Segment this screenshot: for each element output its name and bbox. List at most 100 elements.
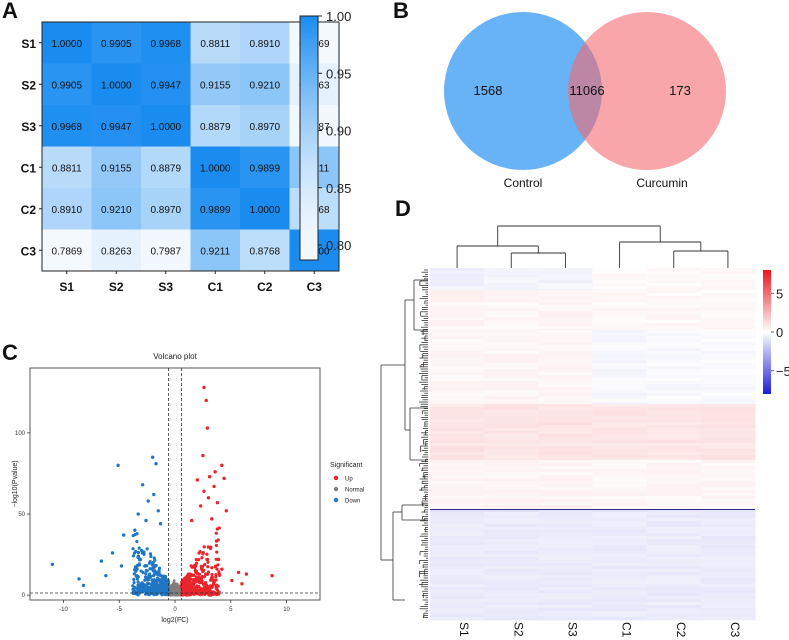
heatmap-d-cell: [484, 437, 539, 441]
heatmap-d-cell: [700, 360, 756, 364]
heatmap-d-cell: [430, 533, 485, 537]
heatmap-d-cell: [430, 554, 485, 558]
heatmap-d-cell: [538, 413, 594, 417]
heatmap-d-cell: [646, 440, 702, 444]
heatmap-d-cell: [484, 509, 539, 513]
heatmap-d-cell: [538, 548, 594, 552]
heatmap-d-cell: [484, 614, 539, 618]
heatmap-d-cell: [592, 530, 648, 534]
heatmap-d-cell: [592, 410, 648, 414]
volcano-point-down: [135, 539, 139, 544]
heatmap-d-cell: [592, 569, 648, 573]
heatmap-d-cell: [430, 469, 485, 473]
heatmap-d-cell: [484, 363, 539, 367]
heatmap-d-cell: [700, 314, 756, 318]
heatmap-d-cell: [430, 443, 485, 447]
heatmap-d-cell: [430, 509, 485, 513]
volcano-point-up: [202, 545, 206, 549]
volcano-point-up: [214, 578, 218, 582]
heatmap-d-cell: [646, 302, 702, 306]
venn-curcumin-only: 173: [669, 83, 691, 98]
heatmap-d-cell: [538, 274, 594, 278]
volcano-point-down: [139, 569, 143, 573]
heatmap-a-value: 0.9155: [200, 80, 231, 91]
heatmap-d-cell: [430, 437, 485, 441]
volcano-point-down: [136, 512, 140, 516]
heatmap-d-cell: [538, 602, 594, 606]
heatmap-a-value: 0.9968: [51, 122, 82, 133]
heatmap-d-cell: [592, 330, 648, 334]
heatmap-d-cell: [484, 599, 539, 603]
volcano-point-up: [224, 509, 229, 513]
heatmap-d-cell: [592, 443, 648, 447]
volcano-point-up: [198, 504, 203, 508]
heatmap-d-cell: [484, 475, 539, 479]
heatmap-d-cell: [700, 280, 756, 284]
heatmap-d-cell: [646, 431, 702, 435]
heatmap-d-col-label: C1: [620, 622, 634, 638]
heatmap-d-cell: [538, 596, 594, 600]
heatmap-d-cell: [430, 578, 485, 582]
heatmap-d-cell: [430, 363, 485, 367]
heatmap-d-cell: [646, 326, 702, 330]
heatmap-d-cell: [592, 593, 648, 597]
heatmap-d-cell: [538, 512, 594, 516]
heatmap-d-cell: [646, 402, 702, 406]
heatmap-d-cell: [430, 460, 485, 464]
volcano-point-up: [197, 558, 201, 562]
heatmap-d-cell: [430, 590, 485, 594]
volcano-point-up: [194, 558, 198, 562]
heatmap-d-cell: [538, 378, 594, 382]
heatmap-d-cell: [484, 422, 539, 426]
heatmap-d-cell: [538, 539, 594, 543]
heatmap-d-cell: [700, 404, 756, 408]
heatmap-d-cell: [538, 452, 594, 456]
heatmap-d-cell: [592, 384, 648, 388]
heatmap-d-cell: [484, 478, 539, 482]
heatmap-d-cell: [700, 393, 756, 397]
heatmap-a-frame: [41, 21, 340, 272]
volcano-point-down: [163, 574, 168, 579]
heatmap-d-cell: [430, 378, 485, 382]
heatmap-d-cell: [484, 521, 539, 525]
heatmap-a-value: 0.7869: [51, 246, 82, 257]
heatmap-d-cell: [700, 372, 756, 376]
volcano-point-down: [131, 554, 135, 558]
heatmap-d-cell: [592, 419, 648, 423]
volcano-point-up: [185, 574, 189, 578]
heatmap-d-cell: [700, 512, 756, 516]
heatmap-d-cell: [430, 393, 485, 397]
heatmap-d-cell: [700, 509, 756, 513]
volcano-point-up: [193, 563, 198, 567]
heatmap-d-cell: [484, 443, 539, 447]
heatmap-d-cell: [538, 611, 594, 615]
heatmap-d-cell: [592, 431, 648, 435]
heatmap-d-cell: [592, 437, 648, 441]
heatmap-d-cell: [430, 617, 485, 621]
heatmap-d-cell: [700, 563, 756, 567]
volcano-point-down: [137, 583, 141, 588]
heatmap-d-cell: [484, 317, 539, 321]
heatmap-d-cell: [484, 566, 539, 570]
heatmap-a-col-label: C1: [208, 280, 224, 294]
volcano-legend-swatch: [333, 486, 339, 492]
heatmap-d-cell: [538, 599, 594, 603]
heatmap-a-value: 0.8910: [249, 39, 280, 50]
heatmap-d-cell: [646, 542, 702, 546]
heatmap-d-cell: [484, 524, 539, 528]
heatmap-a-cell: [91, 63, 142, 106]
heatmap-d-cell: [700, 475, 756, 479]
volcano-point-down: [161, 581, 165, 585]
heatmap-d-cell: [700, 472, 756, 476]
heatmap-d-cell: [430, 539, 485, 543]
heatmap-d-cell: [592, 484, 648, 488]
volcano-point-down: [142, 583, 146, 587]
heatmap-d-cell: [646, 496, 702, 500]
volcano-point-up: [197, 572, 202, 576]
heatmap-d-cell: [484, 518, 539, 522]
heatmap-d-cell: [538, 375, 594, 379]
heatmap-d-cell: [538, 357, 594, 361]
heatmap-d-cell: [538, 402, 594, 406]
volcano-point-normal: [175, 582, 179, 586]
heatmap-d-cell: [646, 481, 702, 485]
